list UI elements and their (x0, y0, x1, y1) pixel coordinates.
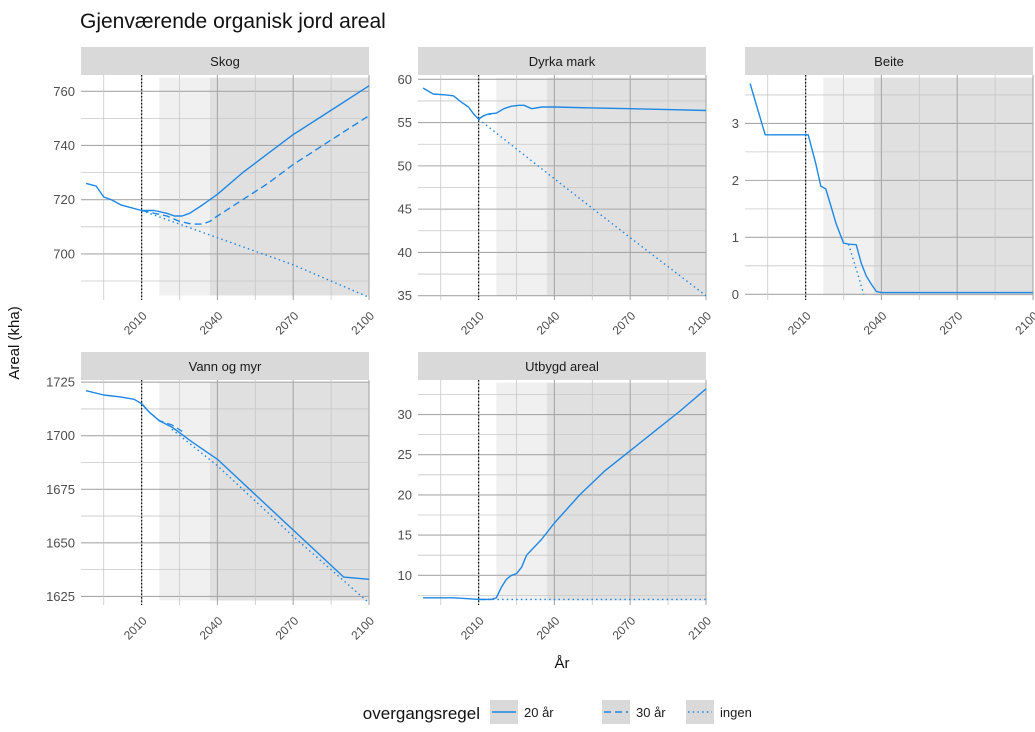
y-tick-label: 15 (398, 528, 412, 543)
legend-label: 30 år (636, 705, 666, 720)
x-tick-label: 2100 (348, 613, 377, 642)
facet-strip (418, 47, 706, 75)
x-tick-label: 2070 (937, 308, 966, 337)
y-tick-label: 25 (398, 447, 412, 462)
y-tick-label: 10 (398, 568, 412, 583)
facet-strip-label: Vann og myr (189, 359, 262, 374)
x-tick-label: 2010 (121, 613, 150, 642)
y-tick-label: 760 (53, 84, 75, 99)
x-tick-label: 2010 (458, 308, 487, 337)
x-tick-label: 2100 (348, 308, 377, 337)
y-tick-label: 1675 (46, 482, 75, 497)
y-axis-label: Areal (kha) (6, 306, 23, 379)
y-tick-label: 0 (732, 287, 739, 302)
panel-dyrka-mark: Dyrka mark 35 40 45 50 55 60 2010 2040 2070 2100 (398, 47, 714, 337)
legend-label: 20 år (524, 705, 554, 720)
y-tick-label: 45 (398, 202, 412, 217)
series-line-20-år (85, 390, 370, 580)
series-line-30-år (141, 115, 370, 225)
legend: overgangsregel 20 år 30 år ingen (363, 700, 752, 724)
legend-title: overgangsregel (363, 704, 480, 723)
y-tick-label: 720 (53, 192, 75, 207)
y-tick-label: 40 (398, 245, 412, 260)
panel-beite: Beite 0 1 2 3 2010 2040 2070 2100 (732, 47, 1035, 337)
chart-title: Gjenværende organisk jord areal (80, 10, 386, 33)
facet-strip-label: Dyrka mark (529, 54, 596, 69)
series-line-30-år (141, 403, 183, 432)
x-tick-label: 2100 (685, 613, 714, 642)
y-tick-label: 55 (398, 115, 412, 130)
y-tick-label: 30 (398, 407, 412, 422)
x-tick-label: 2040 (534, 308, 563, 337)
x-tick-label: 2100 (685, 308, 714, 337)
series-line-ingen (478, 118, 707, 297)
x-tick-label: 2010 (458, 613, 487, 642)
x-tick-label: 2040 (861, 308, 890, 337)
y-tick-label: 2 (732, 173, 739, 188)
y-tick-label: 20 (398, 487, 412, 502)
x-tick-label: 2010 (121, 308, 150, 337)
y-tick-label: 740 (53, 138, 75, 153)
facet-strip-label: Utbygd areal (525, 359, 599, 374)
y-tick-label: 60 (398, 72, 412, 87)
panel-skog: Skog 700 720 740 760 2010 2040 2070 2100 (53, 47, 377, 337)
x-tick-label: 2070 (610, 308, 639, 337)
legend-key-3 (686, 700, 714, 724)
y-tick-label: 1650 (46, 535, 75, 550)
x-tick-label: 2040 (197, 613, 226, 642)
shaded-period-2 (209, 77, 369, 296)
facet-strip-label: Beite (874, 54, 904, 69)
y-tick-label: 3 (732, 116, 739, 131)
x-tick-label: 2010 (785, 308, 814, 337)
facet-strip (81, 352, 369, 380)
y-tick-label: 1725 (46, 375, 75, 390)
x-axis-label: År (555, 655, 570, 672)
shaded-period-2 (209, 382, 369, 601)
legend-label: ingen (720, 705, 752, 720)
facet-strip (418, 352, 706, 380)
x-tick-label: 2070 (273, 613, 302, 642)
facet-strip (81, 47, 369, 75)
shaded-period-2 (546, 382, 706, 601)
y-tick-label: 1 (732, 230, 739, 245)
x-tick-label: 2070 (610, 613, 639, 642)
facet-strip-label: Skog (210, 54, 240, 69)
y-tick-label: 35 (398, 288, 412, 303)
shaded-period-2 (546, 77, 706, 296)
y-tick-label: 50 (398, 158, 412, 173)
series-line-ingen (141, 209, 370, 298)
series-line-20-år (85, 85, 370, 217)
x-tick-label: 2040 (197, 308, 226, 337)
x-tick-label: 2100 (1012, 308, 1035, 337)
shaded-period-2 (873, 77, 1033, 296)
series-line-20-år (749, 83, 1033, 294)
panel-utbygd-areal: Utbygd areal 10 15 20 25 30 2010 2040 2070 2100 (398, 352, 714, 642)
x-tick-label: 2070 (273, 308, 302, 337)
y-tick-label: 1625 (46, 589, 75, 604)
series-line-ingen (171, 428, 370, 604)
y-tick-label: 1700 (46, 428, 75, 443)
series-line-30-år (478, 113, 492, 120)
x-tick-label: 2040 (534, 613, 563, 642)
panel-vann-og-myr: Vann og myr 1625 1650 1675 1700 1725 2010 2040 2… (46, 352, 377, 642)
y-tick-label: 700 (53, 246, 75, 261)
facet-strip (745, 47, 1033, 75)
series-line-20-år (422, 87, 707, 120)
